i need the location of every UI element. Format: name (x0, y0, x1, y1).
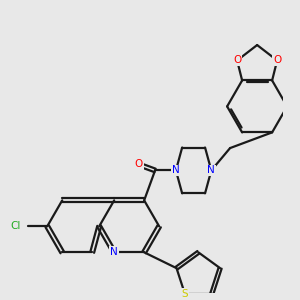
Text: O: O (233, 56, 241, 65)
Text: N: N (207, 165, 215, 176)
Text: S: S (182, 289, 188, 299)
Text: N: N (172, 165, 180, 176)
Text: N: N (110, 247, 118, 257)
Text: O: O (273, 56, 281, 65)
Text: O: O (134, 159, 143, 170)
Text: Cl: Cl (11, 221, 21, 231)
